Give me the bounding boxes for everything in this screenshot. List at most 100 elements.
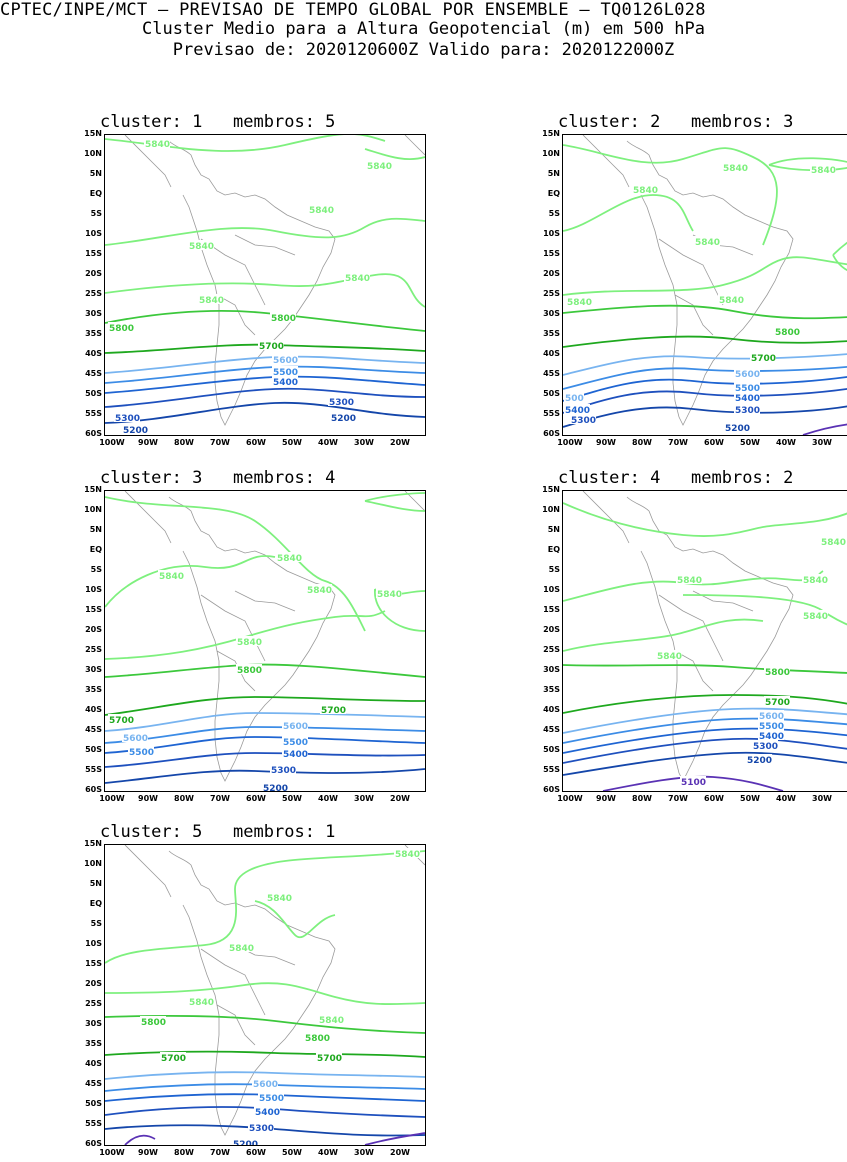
- contour-line-5500: [105, 726, 425, 744]
- lon-tick-label: 30W: [812, 438, 832, 447]
- contour-line-5840: [563, 502, 847, 537]
- cluster-panel-1: cluster: 1 membros: 5 15N 10N 5N EQ 5S 10S 15S 2…: [40, 112, 426, 452]
- lat-tick-label: 55S: [85, 1119, 102, 1128]
- contour-line-5600: [105, 1071, 425, 1080]
- coastline: [200, 948, 266, 1016]
- lon-tick-label: 20W: [390, 794, 410, 803]
- contour-line-5800: [105, 310, 425, 332]
- contour-label: 5400: [735, 394, 760, 404]
- contour-label: 5840: [267, 894, 292, 904]
- lon-tick-label: 100W: [99, 794, 125, 803]
- lat-tick-label: 40S: [85, 705, 102, 714]
- lat-tick-label: 25S: [543, 289, 560, 298]
- contour-label: 5200: [725, 424, 750, 434]
- lat-tick-label: 5S: [548, 209, 560, 218]
- lon-tick-label: 70W: [668, 438, 688, 447]
- lat-tick-label: 5N: [89, 169, 102, 178]
- contour-label: 5400: [273, 378, 298, 388]
- lat-tick-label: 60S: [85, 429, 102, 438]
- lon-tick-label: 100W: [557, 794, 583, 803]
- lat-tick-label: 20S: [85, 625, 102, 634]
- lon-tick-label: 40W: [318, 794, 338, 803]
- lat-tick-label: 25S: [85, 289, 102, 298]
- lon-tick-label: 80W: [632, 794, 652, 803]
- contour-line-5100: [602, 775, 784, 791]
- contour-line-5400: [563, 376, 847, 402]
- contour-label: 5500: [273, 368, 298, 378]
- geopotential-map: 5840 5840 5840 5840 5840 5800 5700 5600 5500 5400…: [562, 490, 847, 792]
- contour-line-5300: [563, 388, 847, 414]
- lon-tick-label: 30W: [354, 438, 374, 447]
- contour-label: 5600: [253, 1080, 278, 1090]
- contour-line-5200: [105, 1124, 425, 1137]
- lat-tick-label: 10S: [85, 939, 102, 948]
- coastline: [200, 594, 266, 662]
- lon-tick-label: 20W: [390, 438, 410, 447]
- lat-tick-label: 10S: [543, 585, 560, 594]
- contour-line-5600: [563, 353, 847, 376]
- contour-label: 5840: [189, 998, 214, 1008]
- lat-tick-label: 50S: [543, 745, 560, 754]
- contour-line-5700: [105, 1050, 425, 1058]
- lon-tick-label: 80W: [174, 438, 194, 447]
- contour-line-5840: [832, 241, 847, 272]
- lat-tick-label: EQ: [547, 189, 560, 198]
- lat-tick-label: 30S: [85, 1019, 102, 1028]
- lon-tick-label: 70W: [210, 1148, 230, 1157]
- contour-label: 5840: [377, 590, 402, 600]
- contour-label: 5840: [395, 850, 420, 860]
- lon-tick-label: 60W: [704, 794, 724, 803]
- lon-tick-label: 80W: [632, 438, 652, 447]
- lon-tick-label: 70W: [210, 438, 230, 447]
- coastline: [168, 850, 336, 1136]
- lat-tick-label: 20S: [85, 979, 102, 988]
- coastline: [124, 491, 172, 544]
- lat-tick-label: 40S: [543, 705, 560, 714]
- lat-tick-label: 15S: [85, 249, 102, 258]
- contour-label: 5600: [283, 722, 308, 732]
- coastline: [216, 1004, 256, 1046]
- contour-label: 5840: [159, 572, 184, 582]
- lat-tick-label: 10N: [84, 505, 102, 514]
- lat-tick-label: 50S: [85, 389, 102, 398]
- lon-tick-label: 40W: [776, 438, 796, 447]
- contour-line-5600: [105, 712, 425, 732]
- lat-tick-label: 45S: [85, 725, 102, 734]
- contour-line-5840: [364, 492, 425, 512]
- contour-line-5200: [563, 405, 847, 428]
- cluster-panel-2: cluster: 2 membros: 3 15N 10N 5N EQ 5S 10S 15S 2…: [498, 112, 847, 452]
- contour-label: 5200: [331, 414, 356, 424]
- contour-label: 5400: [565, 406, 590, 416]
- lat-tick-label: 5N: [89, 525, 102, 534]
- contour-label: 5700: [765, 698, 790, 708]
- contour-label: 5800: [237, 666, 262, 676]
- contour-line-5840: [105, 850, 425, 964]
- contour-label: 5700: [751, 354, 776, 364]
- lat-tick-label: 50S: [543, 389, 560, 398]
- contour-line-5840: [364, 148, 425, 161]
- coastline: [692, 590, 754, 612]
- header-title: CPTEC/INPE/MCT – PREVISAO DE TEMPO GLOBA…: [0, 0, 706, 20]
- contour-label: 5300: [249, 1124, 274, 1134]
- contour-line-5200: [105, 768, 425, 784]
- contour-label: 5400: [283, 750, 308, 760]
- contour-label: 5600: [759, 712, 784, 722]
- lat-tick-label: 30S: [543, 309, 560, 318]
- contour-label: 5840: [803, 612, 828, 622]
- lat-tick-label: 40S: [85, 1059, 102, 1068]
- contour-line-5400: [563, 727, 847, 754]
- contour-label: 5840: [237, 638, 262, 648]
- contour-label: 5840: [145, 140, 170, 150]
- lat-tick-label: 35S: [85, 1039, 102, 1048]
- geopotential-map: 5840 5840 5840 5840 5840 5800 5700 5700 5600 5500…: [104, 490, 426, 792]
- lat-tick-label: 20S: [85, 269, 102, 278]
- lat-tick-label: 15S: [543, 605, 560, 614]
- lat-tick-label: 25S: [85, 999, 102, 1008]
- coastline: [626, 140, 794, 426]
- lat-tick-label: 25S: [85, 645, 102, 654]
- lat-tick-label: 35S: [85, 685, 102, 694]
- coastline: [124, 845, 172, 898]
- lat-tick-label: 5N: [547, 169, 560, 178]
- contour-label: 5840: [803, 576, 828, 586]
- contour-label: 5300: [735, 406, 760, 416]
